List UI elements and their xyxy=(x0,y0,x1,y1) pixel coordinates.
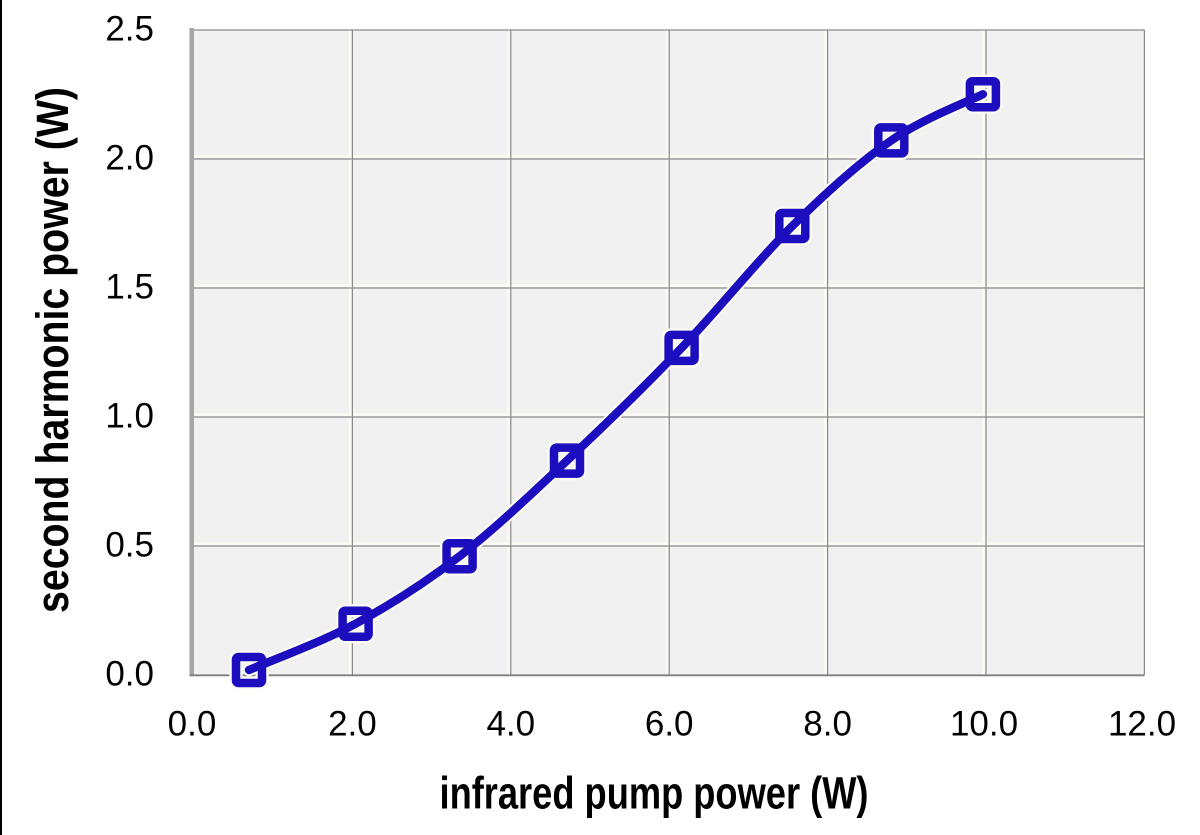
svg-text:infrared pump power (W): infrared pump power (W) xyxy=(440,768,869,819)
svg-text:1.5: 1.5 xyxy=(105,268,154,307)
svg-text:0.0: 0.0 xyxy=(105,655,154,694)
svg-text:2.0: 2.0 xyxy=(105,139,154,178)
svg-text:1.0: 1.0 xyxy=(105,397,154,436)
svg-text:12.0: 12.0 xyxy=(1108,705,1176,744)
svg-text:0.0: 0.0 xyxy=(168,705,217,744)
svg-text:2.5: 2.5 xyxy=(105,10,154,49)
svg-text:6.0: 6.0 xyxy=(645,705,694,744)
svg-text:second harmonic power (W): second harmonic power (W) xyxy=(27,87,78,613)
svg-text:4.0: 4.0 xyxy=(486,705,535,744)
svg-text:8.0: 8.0 xyxy=(803,705,852,744)
svg-text:2.0: 2.0 xyxy=(328,705,377,744)
svg-text:0.5: 0.5 xyxy=(105,526,154,565)
svg-text:10.0: 10.0 xyxy=(950,705,1018,744)
